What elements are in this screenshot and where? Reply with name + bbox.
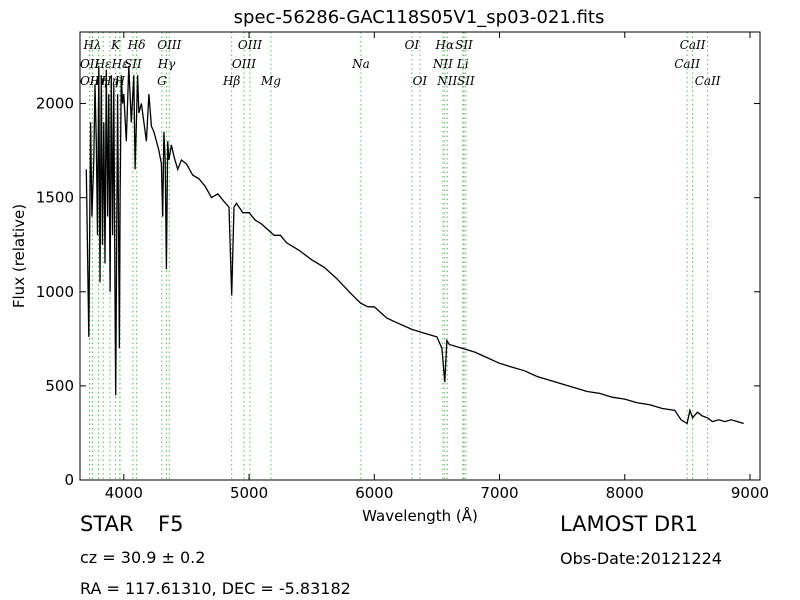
x-tick-label-3: 7000 — [480, 484, 518, 502]
line-marker-label-23: NII — [436, 74, 457, 88]
line-marker-label-19: OI — [405, 38, 420, 52]
line-marker-label-17: Mg — [260, 74, 281, 88]
line-marker-label-11: G — [157, 74, 167, 88]
line-marker-label-13: OIII — [157, 38, 181, 52]
chart-title: spec-56286-GAC118S05V1_sp03-021.fits — [234, 7, 605, 28]
axis-ticks: 4000 5000 6000 7000 8000 9000 0 500 1000 1500 2000 — [36, 32, 769, 502]
line-marker-label-7: H — [114, 74, 126, 88]
y-tick-label-3: 1500 — [36, 189, 74, 207]
line-marker-label-10: Hδ — [127, 38, 146, 52]
x-tick-label-5: 9000 — [731, 484, 769, 502]
x-tick-label-2: 6000 — [355, 484, 393, 502]
y-tick-label-4: 2000 — [36, 95, 74, 113]
observation-date: Obs-Date:20121224 — [560, 549, 722, 568]
object-class: STAR — [80, 512, 134, 536]
line-marker-label-4: Hε — [94, 57, 112, 71]
line-marker-label-9: SII — [124, 57, 142, 71]
line-marker-label-2: Hλ — [82, 38, 101, 52]
x-tick-label-1: 5000 — [230, 484, 268, 502]
object-subclass: F5 — [158, 512, 184, 536]
x-axis-label: Wavelength (Å) — [362, 506, 478, 525]
line-marker-label-28: CaII — [680, 38, 706, 52]
line-marker-label-0: OII — [80, 57, 100, 71]
y-tick-label-0: 0 — [64, 471, 74, 489]
line-marker-label-6: K — [110, 38, 121, 52]
line-marker-label-24: Li — [456, 57, 469, 71]
line-marker-label-26: SII — [457, 74, 475, 88]
line-marker-label-8: Hε — [111, 57, 129, 71]
line-marker-label-27: CaII — [674, 57, 700, 71]
line-marker-label-29: CaII — [695, 74, 721, 88]
line-marker-label-20: OI — [413, 74, 428, 88]
line-marker-label-25: SII — [455, 38, 473, 52]
line-marker-label-12: Hγ — [157, 57, 176, 71]
line-marker-label-18: Na — [351, 57, 370, 71]
x-tick-label-0: 4000 — [105, 484, 143, 502]
line-marker-label-14: Hβ — [222, 74, 240, 88]
redshift-cz: cz = 30.9 ± 0.2 — [80, 548, 206, 567]
y-tick-label-1: 500 — [45, 377, 74, 395]
line-marker-label-15: OIII — [232, 57, 256, 71]
survey-name: LAMOST DR1 — [560, 512, 699, 536]
emission-line-markers — [89, 32, 709, 480]
spectrum-series-line — [85, 65, 744, 425]
y-tick-label-2: 1000 — [36, 283, 74, 301]
emission-line-labels: OIIOIIHλHηHεHηKHHεSIIHδGHγOIIIHβOIIIOIII… — [80, 38, 721, 88]
ra-dec-coordinates: RA = 117.61310, DEC = -5.83182 — [80, 579, 351, 598]
line-marker-label-16: OIII — [238, 38, 262, 52]
x-tick-label-4: 8000 — [606, 484, 644, 502]
line-marker-label-5: Hη — [100, 74, 119, 88]
plot-frame — [79, 31, 761, 481]
y-axis-label: Flux (relative) — [10, 204, 28, 308]
line-marker-label-1: OII — [80, 74, 100, 88]
line-marker-label-21: NII — [432, 57, 453, 71]
line-marker-label-22: Hα — [435, 38, 455, 52]
